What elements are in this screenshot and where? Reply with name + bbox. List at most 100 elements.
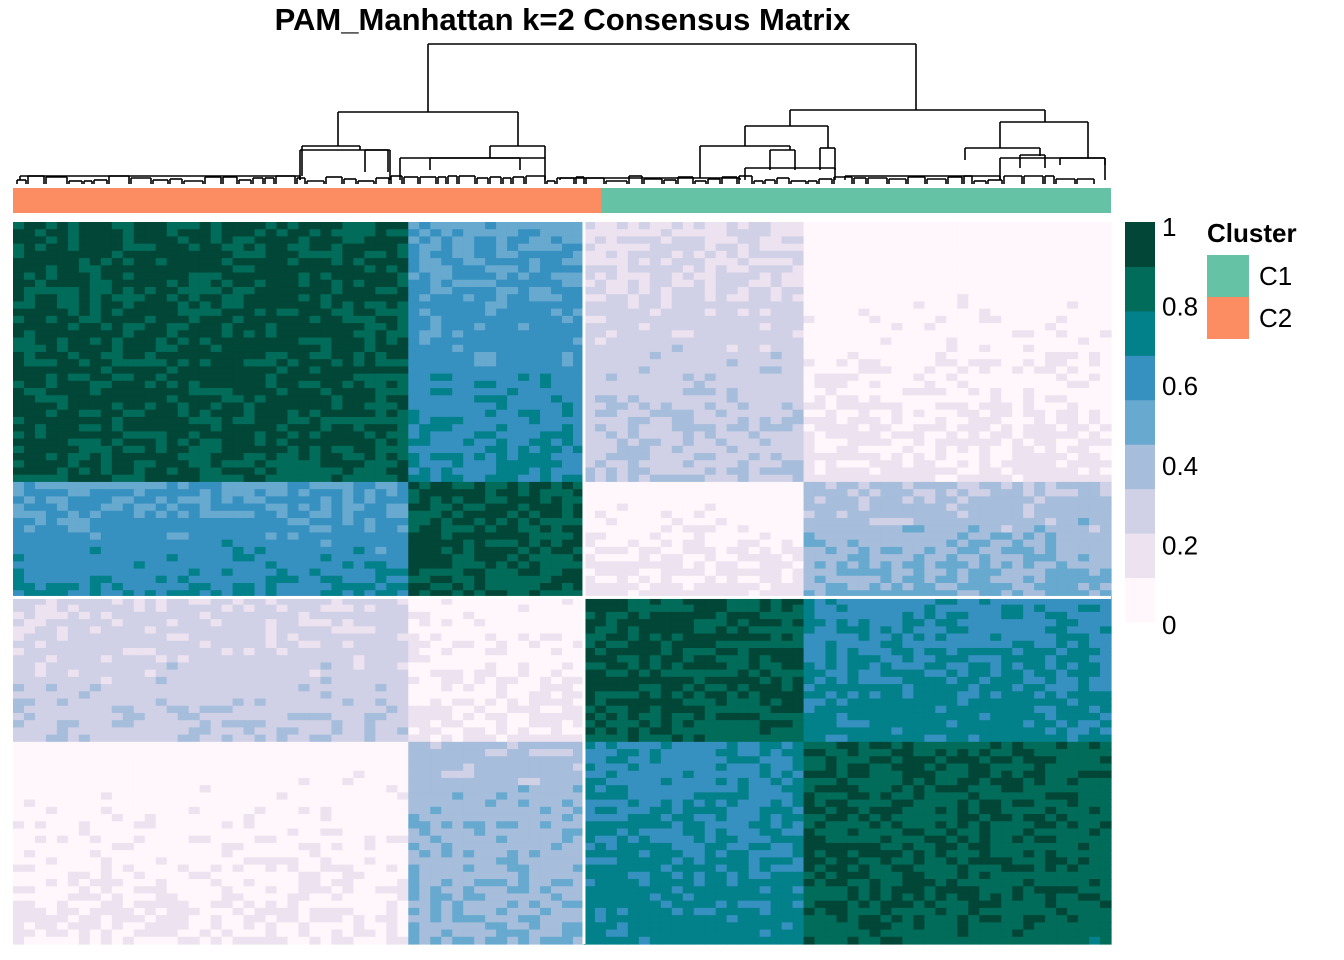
heatmap-cell: [627, 301, 640, 310]
heatmap-cell: [957, 554, 969, 562]
heatmap-cell: [957, 279, 969, 288]
heatmap-cell: [605, 366, 618, 375]
heatmap-cell: [803, 373, 816, 382]
heatmap-cell: [23, 510, 36, 519]
heatmap-cell: [309, 265, 322, 274]
heatmap-cell: [78, 330, 91, 339]
heatmap-cell: [748, 351, 761, 360]
heatmap-cell: [924, 301, 936, 310]
heatmap-cell: [67, 460, 80, 469]
heatmap-cell: [957, 467, 969, 476]
heatmap-cell: [452, 460, 464, 469]
heatmap-cell: [441, 250, 453, 259]
heatmap-cell: [430, 525, 442, 534]
heatmap-cell: [979, 222, 991, 230]
heatmap-cell: [353, 402, 365, 411]
heatmap-cell: [122, 359, 135, 367]
heatmap-cell: [309, 301, 322, 310]
heatmap-cell: [781, 539, 794, 548]
heatmap-cell: [155, 250, 168, 259]
heatmap-cell: [583, 308, 596, 317]
heatmap-cell: [221, 395, 234, 404]
heatmap-cell: [979, 373, 991, 382]
heatmap-cell: [89, 431, 102, 440]
heatmap-cell: [353, 481, 365, 490]
heatmap-cell: [276, 503, 289, 512]
heatmap-cell: [441, 258, 453, 266]
heatmap-cell: [441, 539, 453, 548]
heatmap-cell: [441, 409, 453, 418]
heatmap-cell: [627, 395, 640, 404]
heatmap-cell: [78, 380, 91, 389]
heatmap-cell: [759, 460, 772, 469]
heatmap-cell: [507, 395, 519, 404]
heatmap-cell: [364, 532, 376, 541]
heatmap-cell: [408, 236, 420, 245]
heatmap-cell: [814, 380, 827, 389]
heatmap-cell: [1067, 496, 1079, 505]
heatmap-cell: [1100, 323, 1112, 331]
heatmap-cell: [891, 315, 903, 324]
heatmap-cell: [902, 351, 914, 360]
heatmap-cell: [847, 467, 860, 476]
heatmap-cell: [463, 503, 475, 512]
heatmap-cell: [540, 330, 552, 339]
heatmap-cell: [276, 337, 289, 346]
heatmap-cell: [254, 395, 267, 404]
heatmap-cell: [1023, 315, 1035, 324]
heatmap-cell: [1100, 445, 1112, 454]
heatmap-cell: [781, 424, 794, 432]
heatmap-cell: [364, 416, 376, 425]
heatmap-cell: [375, 373, 387, 382]
heatmap-cell: [594, 359, 607, 367]
heatmap-cell: [825, 366, 838, 375]
heatmap-cell: [660, 294, 673, 303]
heatmap-cell: [56, 373, 69, 382]
heatmap-cell: [529, 546, 541, 555]
heatmap-cell: [364, 438, 376, 447]
heatmap-cell: [111, 518, 124, 526]
heatmap-cell: [693, 409, 706, 418]
heatmap-cell: [551, 409, 563, 418]
heatmap-cell: [320, 532, 333, 541]
heatmap-cell: [583, 402, 596, 411]
heatmap-cell: [551, 236, 563, 245]
heatmap-cell: [342, 330, 354, 339]
heatmap-cell: [485, 539, 497, 548]
heatmap-cell: [572, 344, 585, 353]
heatmap-cell: [858, 323, 871, 331]
heatmap-cell: [144, 272, 157, 281]
heatmap-cell: [188, 481, 201, 490]
heatmap-cell: [572, 373, 585, 382]
heatmap-cell: [1056, 330, 1068, 339]
heatmap-cell: [869, 438, 882, 447]
heatmap-cell: [1045, 323, 1057, 331]
heatmap-cell: [507, 546, 519, 555]
heatmap-cell: [913, 424, 925, 432]
heatmap-cell: [287, 380, 300, 389]
heatmap-cell: [737, 503, 750, 512]
heatmap-cell: [111, 359, 124, 367]
heatmap-cell: [243, 489, 256, 497]
heatmap-cell: [408, 496, 420, 505]
heatmap-cell: [364, 496, 376, 505]
heatmap-cell: [781, 351, 794, 360]
heatmap-cell: [935, 229, 947, 238]
heatmap-cell: [726, 539, 739, 548]
heatmap-cell: [1056, 554, 1068, 562]
heatmap-cell: [627, 308, 640, 317]
heatmap-cell: [551, 481, 563, 490]
heatmap-cell: [1012, 308, 1024, 317]
heatmap-cell: [177, 467, 190, 476]
heatmap-cell: [792, 525, 805, 534]
heatmap-cell: [13, 373, 25, 382]
heatmap-cell: [320, 366, 333, 375]
heatmap-cell: [34, 402, 47, 411]
heatmap-cell: [902, 402, 914, 411]
heatmap-cell: [188, 438, 201, 447]
heatmap-cell: [979, 416, 991, 425]
heatmap-cell: [1078, 229, 1090, 238]
heatmap-cell: [67, 416, 80, 425]
heatmap-cell: [594, 402, 607, 411]
heatmap-cell: [23, 388, 36, 396]
